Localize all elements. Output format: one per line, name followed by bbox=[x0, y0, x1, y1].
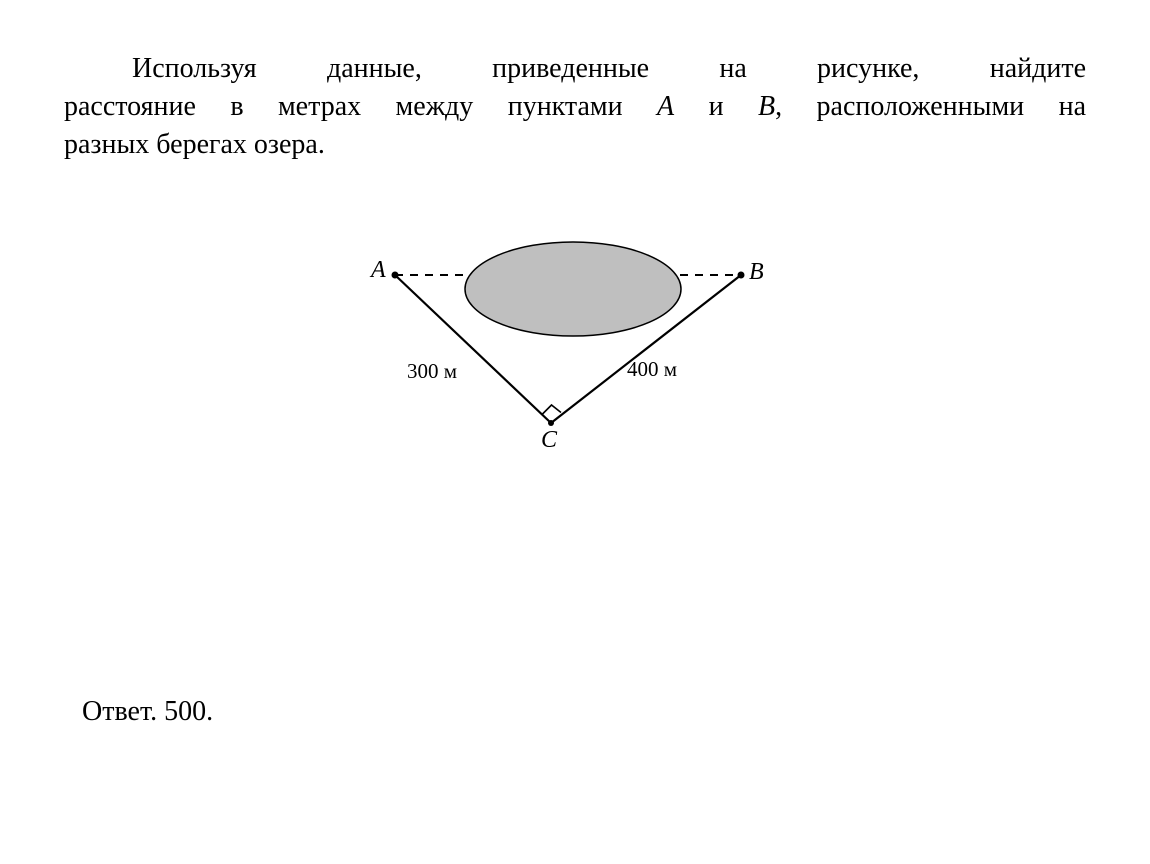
lake-ellipse bbox=[465, 242, 681, 336]
label-point-B: B bbox=[749, 259, 764, 286]
point-A bbox=[392, 272, 399, 279]
problem-line-1: Используя данные, приведенные на рисунке… bbox=[64, 50, 1086, 88]
diagram-container: A B C 300 м 400 м bbox=[64, 223, 1086, 483]
answer-prefix: Ответ. bbox=[82, 696, 164, 727]
label-point-C: C bbox=[541, 427, 557, 454]
answer-value: 500. bbox=[164, 696, 213, 727]
problem-line-2: расстояние в метрах между пунктами A и B… bbox=[64, 88, 1086, 126]
label-side-BC: 400 м bbox=[627, 357, 677, 382]
point-A-ref: A bbox=[657, 91, 674, 122]
point-B-ref: B bbox=[758, 91, 775, 122]
point-B bbox=[738, 272, 745, 279]
diagram-svg bbox=[365, 223, 785, 483]
right-angle-marker bbox=[542, 405, 561, 415]
problem-statement: Используя данные, приведенные на рисунке… bbox=[64, 50, 1086, 163]
answer-line: Ответ. 500. bbox=[82, 696, 213, 728]
problem-line-3: разных берегах озера. bbox=[64, 126, 1086, 164]
geometry-diagram: A B C 300 м 400 м bbox=[365, 223, 785, 483]
label-side-AC: 300 м bbox=[407, 359, 457, 384]
point-C bbox=[548, 420, 554, 426]
label-point-A: A bbox=[371, 257, 386, 284]
